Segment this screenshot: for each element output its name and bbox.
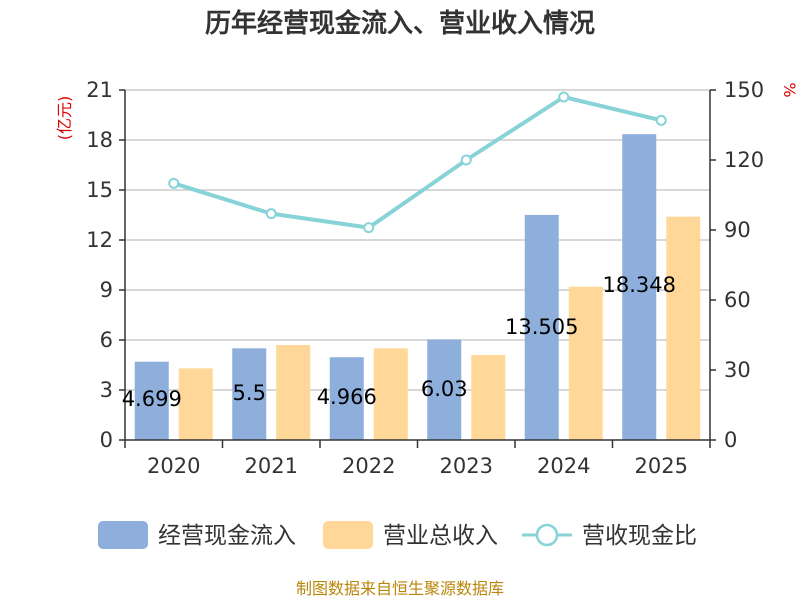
ratio-point [168, 177, 180, 189]
bar [568, 286, 603, 440]
right-tick-label: 120 [724, 148, 764, 172]
bar [373, 348, 408, 440]
left-axis-unit: (亿元) [55, 96, 74, 141]
left-tick-label: 6 [100, 328, 113, 352]
right-tick-label: 30 [724, 358, 751, 382]
right-tick-label: 0 [724, 428, 737, 452]
bars [134, 134, 701, 440]
legend-label: 经营现金流入 [158, 523, 296, 549]
bar [524, 214, 559, 440]
ratio-point [558, 91, 570, 103]
legend-swatch [323, 521, 373, 549]
left-tick-label: 3 [100, 378, 113, 402]
chart-title: 历年经营现金流入、营业收入情况 [205, 8, 595, 39]
ratio-point [363, 222, 375, 234]
x-tick-label: 2022 [342, 454, 395, 478]
right-tick-label: 60 [724, 288, 751, 312]
ratio-point [460, 154, 472, 166]
right-tick-label: 150 [724, 78, 764, 102]
bar [666, 216, 701, 440]
legend-swatch [98, 521, 148, 549]
bar [134, 361, 169, 440]
data-label: 13.505 [505, 315, 578, 339]
bar [471, 355, 506, 440]
x-tick-label: 2024 [537, 454, 590, 478]
data-label: 4.966 [317, 385, 377, 409]
x-tick-label: 2025 [635, 454, 688, 478]
x-tick-label: 2023 [440, 454, 493, 478]
data-label: 18.348 [603, 273, 676, 297]
source-note: 制图数据来自恒生聚源数据库 [296, 579, 504, 598]
gridlines [125, 89, 710, 391]
ratio-point [655, 114, 667, 126]
data-label: 5.5 [233, 381, 266, 405]
bar [232, 348, 267, 440]
right-axis-unit: % [780, 82, 799, 97]
bar [178, 368, 213, 440]
legend: 经营现金流入 营业总收入 营收现金比 [98, 521, 697, 549]
bar [276, 345, 311, 440]
ratio-line [168, 91, 667, 234]
right-tick-label: 90 [724, 218, 751, 242]
x-tick-label: 2021 [245, 454, 298, 478]
data-labels: 4.699 5.5 4.966 6.03 13.505 18.348 [122, 273, 676, 411]
x-tick-label: 2020 [147, 454, 200, 478]
ratio-point [265, 208, 277, 220]
left-tick-label: 9 [100, 278, 113, 302]
left-tick-label: 18 [86, 128, 113, 152]
data-label: 6.03 [421, 377, 468, 401]
left-tick-label: 15 [86, 178, 113, 202]
left-tick-label: 12 [86, 228, 113, 252]
legend-label: 营收现金比 [582, 523, 697, 549]
bar [427, 339, 462, 440]
left-tick-label: 21 [86, 78, 113, 102]
ratio-line-path [173, 94, 662, 230]
axes: 0 3 6 9 12 15 18 21 0 30 60 90 120 150 2020 2021 2022 202… [86, 78, 764, 478]
legend-label: 营业总收入 [383, 523, 498, 549]
left-tick-label: 0 [100, 428, 113, 452]
data-label: 4.699 [122, 387, 182, 411]
bar [329, 357, 364, 440]
bar [622, 134, 657, 440]
legend-marker [535, 523, 559, 547]
